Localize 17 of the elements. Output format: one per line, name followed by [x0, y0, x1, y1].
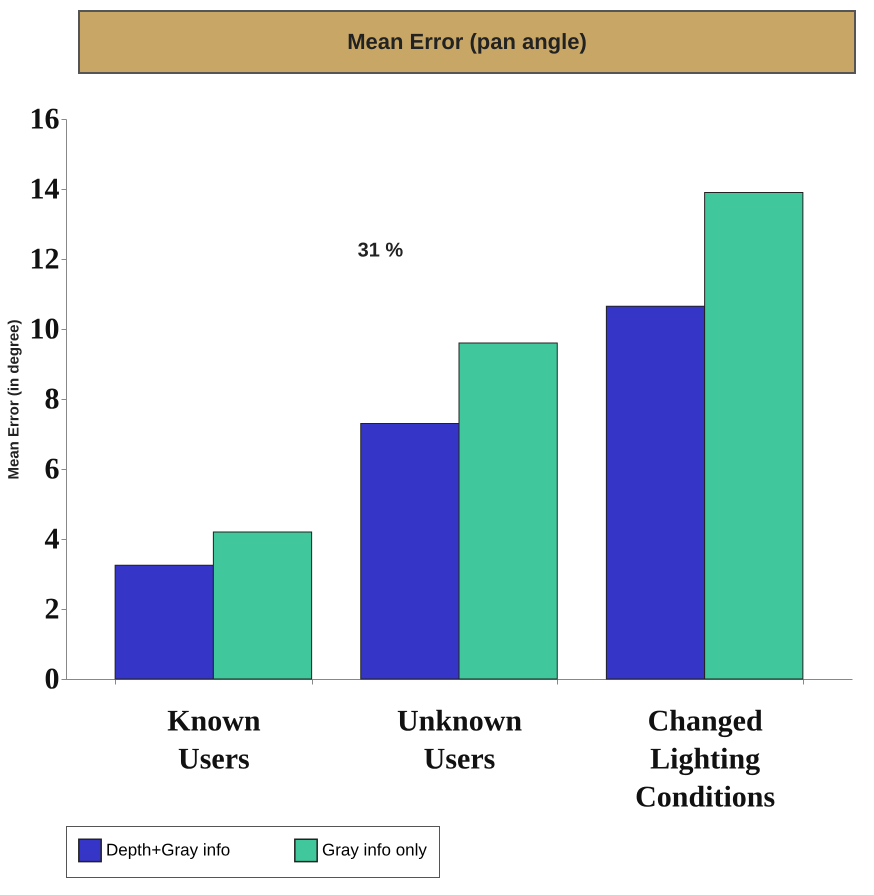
x-tick-label: Changed Lighting Conditions: [635, 704, 776, 814]
y-tick-label: 2: [44, 592, 60, 626]
legend-label: Gray info only: [322, 840, 428, 860]
y-axis-title: Mean Error (in degree): [6, 319, 22, 480]
y-tick-label: 6: [44, 452, 60, 486]
y-tick-label: 12: [30, 242, 60, 276]
y-tick-label: 4: [44, 522, 60, 556]
y-tick-label: 10: [30, 312, 60, 346]
y-tick-label: 14: [30, 172, 60, 206]
y-tick-label: 16: [30, 102, 60, 136]
x-tick-label: Unknown Users: [396, 704, 522, 776]
y-tick-label: 8: [44, 382, 60, 416]
chart-title: Mean Error (pan angle): [78, 10, 856, 74]
y-tick-label: 0: [44, 662, 60, 696]
annotation: 31 %: [358, 240, 404, 262]
legend-label: Depth+Gray info: [106, 840, 230, 860]
x-tick-label: Known Users: [167, 704, 261, 776]
